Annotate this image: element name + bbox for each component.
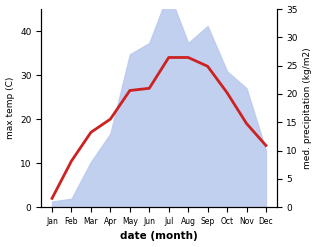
X-axis label: date (month): date (month) [120,231,198,242]
Y-axis label: max temp (C): max temp (C) [5,77,15,139]
Y-axis label: med. precipitation (kg/m2): med. precipitation (kg/m2) [303,47,313,169]
